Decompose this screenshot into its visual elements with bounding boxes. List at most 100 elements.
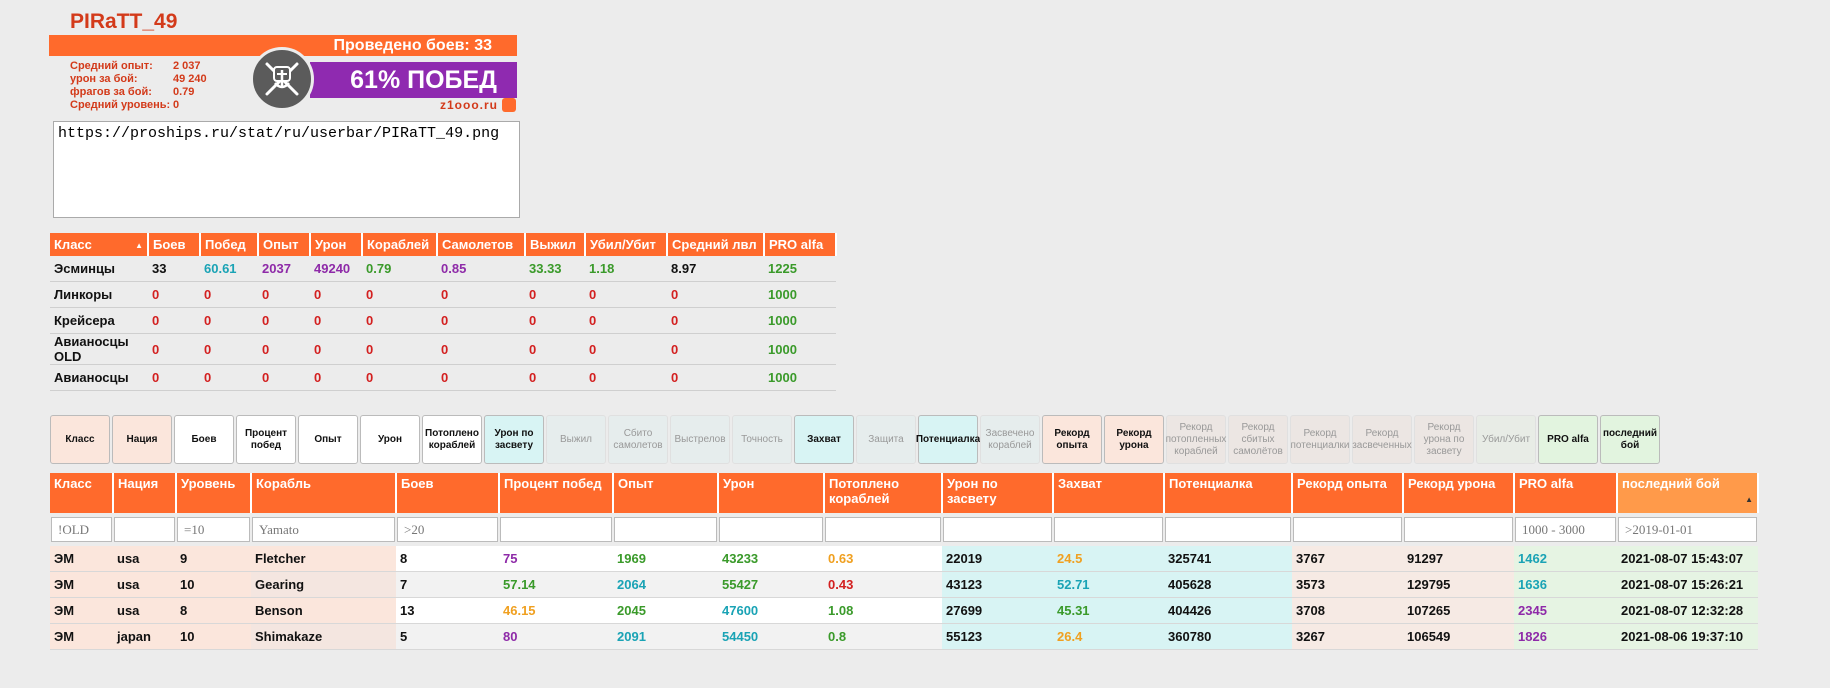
table-cell: 1000 bbox=[764, 307, 836, 334]
column-toggle-button[interactable]: Выжил bbox=[546, 415, 606, 464]
filter-cell bbox=[1164, 513, 1292, 546]
column-toggle-button[interactable]: Потоплено кораблей bbox=[422, 415, 482, 464]
table-cell: 47600 bbox=[718, 597, 824, 624]
column-filter-input[interactable] bbox=[614, 517, 717, 542]
column-toggle-button[interactable]: Урон bbox=[360, 415, 420, 464]
column-toggle-button[interactable]: Убил/Убит bbox=[1476, 415, 1536, 464]
column-filter-input[interactable] bbox=[1515, 517, 1616, 542]
column-label: Потенциалка bbox=[1169, 476, 1253, 491]
table-cell: 5 bbox=[396, 623, 499, 650]
column-toggle-button[interactable]: Боев bbox=[174, 415, 234, 464]
column-filter-input[interactable] bbox=[397, 517, 498, 542]
column-header[interactable]: последний бой ▲ bbox=[1617, 473, 1759, 513]
table-cell: 3767 bbox=[1292, 546, 1403, 572]
column-toggle-button[interactable]: Защита bbox=[856, 415, 916, 464]
column-filter-input[interactable] bbox=[1618, 517, 1757, 542]
column-header[interactable]: Средний лвл bbox=[667, 233, 765, 256]
column-toggle-button[interactable]: Рекорд урона по засвету bbox=[1414, 415, 1474, 464]
column-toggle-button[interactable]: Выстрелов bbox=[670, 415, 730, 464]
column-filter-input[interactable] bbox=[51, 517, 112, 542]
table-cell: 0 bbox=[362, 307, 437, 334]
column-filter-input[interactable] bbox=[500, 517, 612, 542]
column-header[interactable]: Кораблей bbox=[362, 233, 438, 256]
table-cell: 2021-08-07 15:43:07 bbox=[1617, 546, 1758, 572]
column-label: Класс bbox=[54, 476, 92, 491]
column-filter-input[interactable] bbox=[825, 517, 941, 542]
filter-cell bbox=[824, 513, 942, 546]
column-header[interactable]: Урон по засвету bbox=[942, 473, 1054, 513]
column-toggle-button[interactable]: Потенциалка bbox=[916, 415, 980, 464]
column-header[interactable]: Потоплено кораблей bbox=[824, 473, 943, 513]
column-toggle-button[interactable]: PRO alfa bbox=[1538, 415, 1598, 464]
table-cell: 0 bbox=[362, 364, 437, 391]
column-filter-input[interactable] bbox=[1293, 517, 1402, 542]
column-header[interactable]: Убил/Убит bbox=[585, 233, 668, 256]
column-header[interactable]: Рекорд опыта bbox=[1292, 473, 1404, 513]
column-header[interactable]: Выжил bbox=[525, 233, 586, 256]
stat-value: 0 bbox=[173, 99, 180, 111]
column-header[interactable]: Побед bbox=[200, 233, 259, 256]
column-toggle-button[interactable]: Засвечено кораблей bbox=[980, 415, 1040, 464]
filter-cell bbox=[1403, 513, 1514, 546]
column-header[interactable]: PRO alfa bbox=[1514, 473, 1618, 513]
table-row[interactable]: ЭМ japan 10 Shimakaze 5 80 2091 54450 0.8 55123 26… bbox=[50, 623, 1758, 650]
column-header[interactable]: Класс ▲ bbox=[50, 233, 149, 256]
column-header[interactable]: Класс bbox=[50, 473, 114, 513]
table-row[interactable]: ЭМ usa 10 Gearing 7 57.14 2064 55427 0.43 43123 52… bbox=[50, 571, 1758, 598]
column-filter-input[interactable] bbox=[1165, 517, 1291, 542]
table-cell: 2345 bbox=[1514, 597, 1617, 624]
column-toggle-button[interactable]: Захват bbox=[794, 415, 854, 464]
column-header[interactable]: Корабль bbox=[251, 473, 397, 513]
column-header[interactable]: Уровень bbox=[176, 473, 252, 513]
column-toggle-button[interactable]: Рекорд опыта bbox=[1042, 415, 1102, 464]
table-cell: usa bbox=[113, 546, 176, 572]
column-header[interactable]: Потенциалка bbox=[1164, 473, 1293, 513]
column-toggle-button[interactable]: Нация bbox=[112, 415, 172, 464]
column-toggle-button[interactable]: Рекорд потопленных кораблей bbox=[1166, 415, 1226, 464]
stat-label: фрагов за бой: bbox=[70, 86, 152, 98]
column-header[interactable]: Урон bbox=[310, 233, 363, 256]
column-filter-input[interactable] bbox=[943, 517, 1052, 542]
column-header[interactable]: Самолетов bbox=[437, 233, 526, 256]
table-row: Авианосцы 0 0 0 0 0 0 0 0 0 1000 bbox=[50, 364, 836, 391]
column-label: PRO alfa bbox=[1519, 476, 1574, 491]
column-header[interactable]: Опыт bbox=[258, 233, 311, 256]
column-toggle-button[interactable]: Класс bbox=[50, 415, 110, 464]
column-filter-input[interactable] bbox=[252, 517, 395, 542]
column-toggle-button[interactable]: Опыт bbox=[298, 415, 358, 464]
column-header[interactable]: Боев bbox=[396, 473, 500, 513]
column-toggle-button[interactable]: Рекорд засвеченных bbox=[1352, 415, 1412, 464]
column-header[interactable]: Нация bbox=[113, 473, 177, 513]
table-cell: ЭМ bbox=[50, 571, 113, 598]
column-filter-input[interactable] bbox=[1404, 517, 1513, 542]
stat-row: фрагов за бой: 0.79 bbox=[70, 86, 207, 99]
table-cell: usa bbox=[113, 597, 176, 624]
column-toggle-button[interactable]: Рекорд сбитых самолётов bbox=[1228, 415, 1288, 464]
column-toggle-button[interactable]: Процент побед bbox=[236, 415, 296, 464]
column-filter-input[interactable] bbox=[177, 517, 250, 542]
column-toggle-button[interactable]: Рекорд урона bbox=[1104, 415, 1164, 464]
column-toggle-button[interactable]: Урон по засвету bbox=[484, 415, 544, 464]
column-header[interactable]: Урон bbox=[718, 473, 825, 513]
userbar-url-field[interactable] bbox=[53, 121, 520, 218]
column-header[interactable]: Процент побед bbox=[499, 473, 614, 513]
column-header[interactable]: Захват bbox=[1053, 473, 1165, 513]
column-filter-input[interactable] bbox=[114, 517, 175, 542]
table-cell: 0 bbox=[437, 364, 525, 391]
column-toggle-button[interactable]: Рекорд потенциалки bbox=[1290, 415, 1350, 464]
column-header[interactable]: Рекорд урона bbox=[1403, 473, 1515, 513]
column-filter-input[interactable] bbox=[1054, 517, 1163, 542]
column-filter-input[interactable] bbox=[719, 517, 823, 542]
table-cell: 0 bbox=[200, 333, 258, 365]
column-header[interactable]: PRO alfa bbox=[764, 233, 837, 256]
column-toggle-button[interactable]: последний бой bbox=[1600, 415, 1660, 464]
filter-cell bbox=[718, 513, 824, 546]
column-header[interactable]: Боев bbox=[148, 233, 201, 256]
table-row[interactable]: ЭМ usa 8 Benson 13 46.15 2045 47600 1.08 27699 45.… bbox=[50, 597, 1758, 624]
table-cell: 1225 bbox=[764, 256, 836, 282]
column-header[interactable]: Опыт bbox=[613, 473, 719, 513]
table-cell: 0 bbox=[258, 364, 310, 391]
table-row[interactable]: ЭМ usa 9 Fletcher 8 75 1969 43233 0.63 22019 24.5 3… bbox=[50, 546, 1758, 572]
column-toggle-button[interactable]: Сбито самолетов bbox=[608, 415, 668, 464]
column-toggle-button[interactable]: Точность bbox=[732, 415, 792, 464]
